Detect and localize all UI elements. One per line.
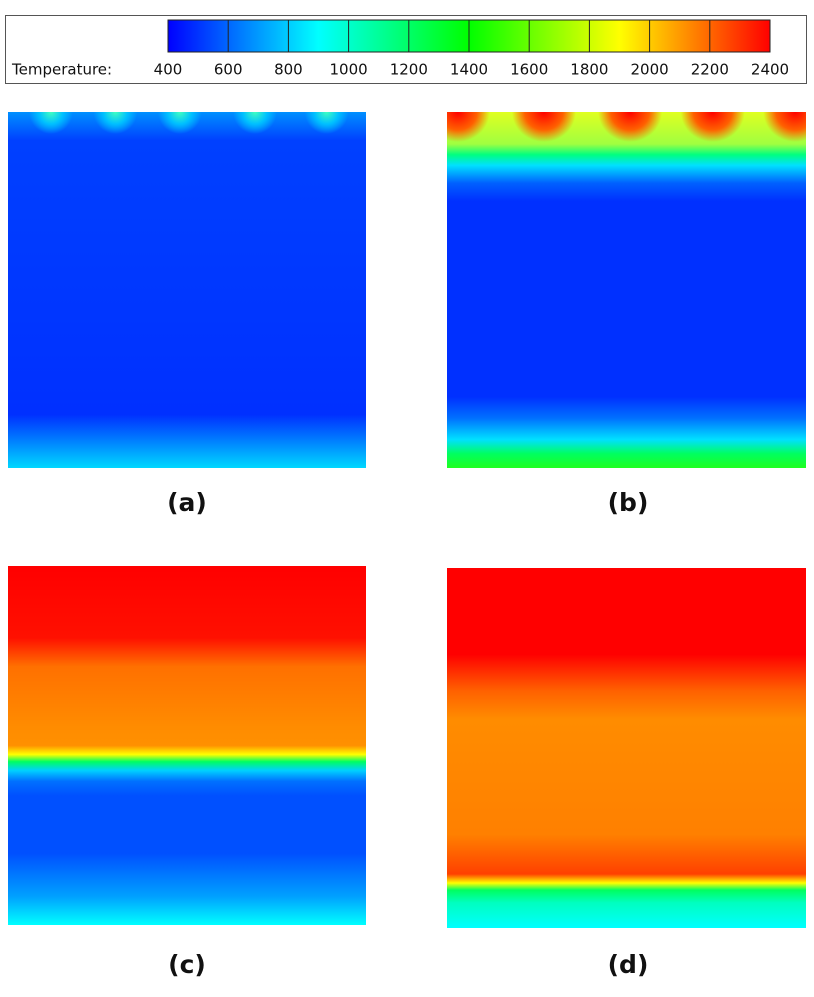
tick-label: 2400 bbox=[751, 61, 789, 79]
tick-label: 1000 bbox=[330, 61, 368, 79]
tick-label: 2000 bbox=[631, 61, 669, 79]
heatmap bbox=[8, 566, 366, 925]
panel-label: (a) bbox=[167, 488, 207, 517]
tick-label: 400 bbox=[154, 61, 183, 79]
heatmap bbox=[447, 568, 806, 928]
tick-label: 800 bbox=[274, 61, 303, 79]
colorbar-label: Temperature: bbox=[11, 61, 112, 79]
heatmap bbox=[447, 112, 806, 468]
tick-label: 1400 bbox=[450, 61, 488, 79]
panel-label: (d) bbox=[607, 950, 649, 979]
tick-label: 600 bbox=[214, 61, 243, 79]
tick-label: 1200 bbox=[390, 61, 428, 79]
colorbar: Temperature: 400 600 800 1000 1200 1400 1600 18… bbox=[5, 15, 807, 84]
heatmap bbox=[8, 112, 366, 468]
tick-label: 1800 bbox=[570, 61, 608, 79]
panel-label: (c) bbox=[168, 950, 206, 979]
tick-label: 2200 bbox=[691, 61, 729, 79]
tick-label: 1600 bbox=[510, 61, 548, 79]
panel-label: (b) bbox=[607, 488, 649, 517]
